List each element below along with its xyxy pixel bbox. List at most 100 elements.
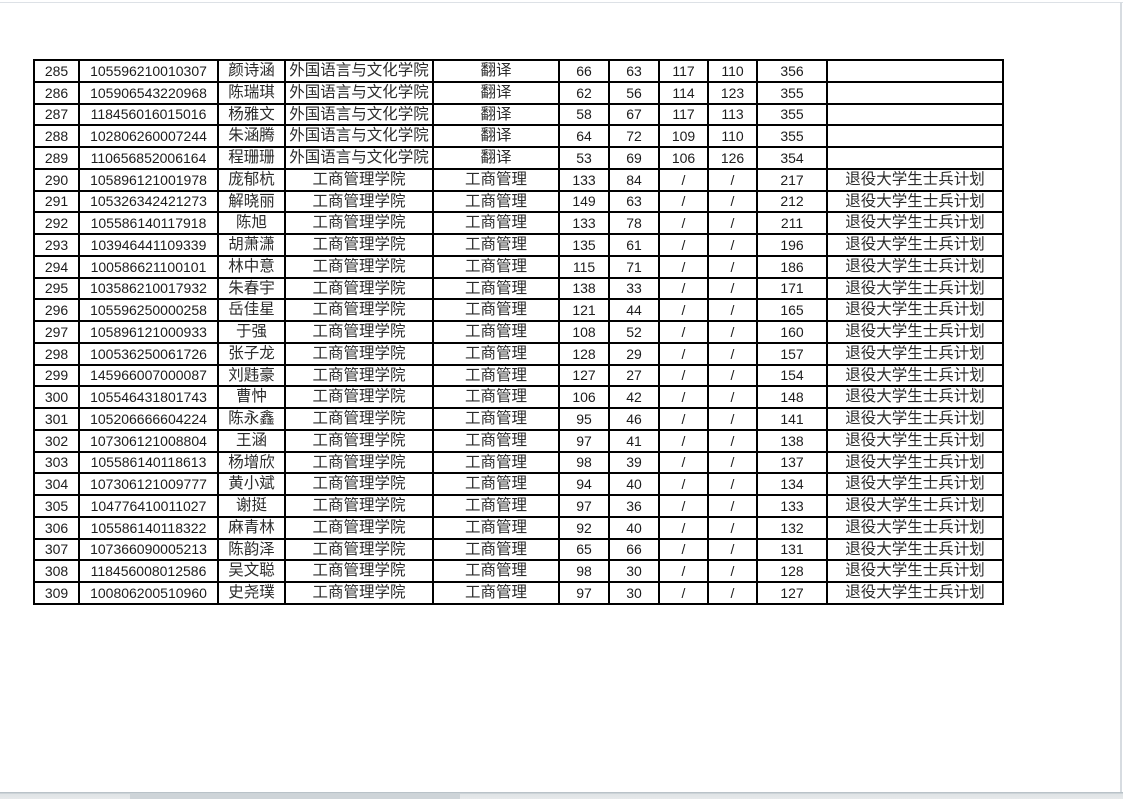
table-cell: 退役大学生士兵计划 xyxy=(826,363,1004,388)
table-cell: 105596210010307 xyxy=(78,59,219,83)
table-cell: 退役大学生士兵计划 xyxy=(826,189,1004,214)
table-cell: 299 xyxy=(33,363,80,388)
table-cell: 98 xyxy=(558,450,610,475)
table-cell: / xyxy=(707,189,758,214)
table-cell: / xyxy=(707,276,758,301)
table-row: 308 118456008012586 吴文聪 工商管理学院 工商管理 98 30//128… xyxy=(33,559,1004,583)
table-cell: 297 xyxy=(33,320,80,344)
table-cell: 110656852006164 xyxy=(78,146,219,170)
table-row: 307 107366090005213 陈韵泽 工商管理学院 工商管理 65 66//131… xyxy=(33,537,1004,562)
table-cell: 翻译 xyxy=(432,80,560,105)
table-cell: 133 xyxy=(558,211,610,235)
table-cell: 退役大学生士兵计划 xyxy=(826,581,1004,605)
table-cell: 105326342421273 xyxy=(78,189,219,214)
table-cell: / xyxy=(707,472,758,496)
table-cell: 303 xyxy=(33,450,80,475)
table-cell: 退役大学生士兵计划 xyxy=(826,559,1004,583)
table-cell: 103946441109339 xyxy=(78,233,219,257)
table-row: 309 100806200510960 史尧璞 工商管理学院 工商管理 97 30//127… xyxy=(33,581,1004,605)
table-cell: 102806260007244 xyxy=(78,124,219,148)
table-cell: 52 xyxy=(608,320,660,344)
table-cell: / xyxy=(707,254,758,279)
table-cell: 工商管理学院 xyxy=(284,537,434,562)
table-cell: / xyxy=(707,581,758,605)
table-cell: 翻译 xyxy=(432,102,560,127)
table-cell: / xyxy=(658,298,709,322)
table-cell: 211 xyxy=(756,211,828,235)
table-cell: 工商管理 xyxy=(432,211,560,235)
table-cell: 退役大学生士兵计划 xyxy=(826,341,1004,366)
table-cell: 309 xyxy=(33,581,80,605)
table-cell: 外国语言与文化学院 xyxy=(284,59,434,83)
table-cell: 工商管理学院 xyxy=(284,450,434,475)
table-cell: 123 xyxy=(707,80,758,105)
table-cell: 135 xyxy=(558,233,610,257)
scrollbar-thumb[interactable] xyxy=(130,794,460,799)
table-cell: 工商管理学院 xyxy=(284,581,434,605)
table-cell: 解晓丽 xyxy=(217,189,286,214)
table-row: 297 105896121000933 于强 工商管理学院 工商管理 108 52//160… xyxy=(33,320,1004,344)
table-row: 305 104776410011027 谢挺 工商管理学院 工商管理 97 36//133 退… xyxy=(33,494,1004,518)
table-cell: 外国语言与文化学院 xyxy=(284,124,434,148)
table-cell: / xyxy=(707,494,758,518)
table-cell: 工商管理学院 xyxy=(284,559,434,583)
table-row: 290 105896121001978 庞郁杭 工商管理学院 工商管理 133 84//21… xyxy=(33,167,1004,192)
table-cell: / xyxy=(658,363,709,388)
table-cell: 134 xyxy=(756,472,828,496)
table-cell: 105586140117918 xyxy=(78,211,219,235)
table-cell: 304 xyxy=(33,472,80,496)
table-cell: 105896121000933 xyxy=(78,320,219,344)
table-row: 293 103946441109339 胡萧潇 工商管理学院 工商管理 135 61//19… xyxy=(33,233,1004,257)
table-cell: 61 xyxy=(608,233,660,257)
table-cell: 72 xyxy=(608,124,660,148)
table-cell: 退役大学生士兵计划 xyxy=(826,494,1004,518)
table-cell: 工商管理 xyxy=(432,363,560,388)
table-cell: 退役大学生士兵计划 xyxy=(826,211,1004,235)
table-cell: 工商管理学院 xyxy=(284,407,434,431)
table-cell: 40 xyxy=(608,515,660,540)
table-cell: / xyxy=(707,211,758,235)
table-cell: 40 xyxy=(608,472,660,496)
table-cell: 141 xyxy=(756,407,828,431)
table-cell: 285 xyxy=(33,59,80,83)
table-cell: / xyxy=(707,298,758,322)
table-cell: 朱涵腾 xyxy=(217,124,286,148)
table-row: 301 105206666604224 陈永鑫 工商管理学院 工商管理 95 46//141… xyxy=(33,407,1004,431)
table-cell: / xyxy=(658,167,709,192)
table-cell: 王涵 xyxy=(217,428,286,453)
table-cell: 退役大学生士兵计划 xyxy=(826,254,1004,279)
horizontal-scrollbar[interactable] xyxy=(0,792,1123,799)
table-cell: 290 xyxy=(33,167,80,192)
table-cell: 305 xyxy=(33,494,80,518)
table-row: 306 105586140118322 麻青林 工商管理学院 工商管理 92 40//132… xyxy=(33,515,1004,540)
table-cell: 工商管理学院 xyxy=(284,189,434,214)
table-cell: 132 xyxy=(756,515,828,540)
table-cell xyxy=(826,124,1004,148)
table-cell: 退役大学生士兵计划 xyxy=(826,537,1004,562)
table-cell: / xyxy=(658,254,709,279)
table-row: 289 110656852006164 程珊珊 外国语言与文化学院 翻译 53 69 106 1… xyxy=(33,146,1004,170)
table-cell: 退役大学生士兵计划 xyxy=(826,428,1004,453)
page-right-edge xyxy=(1120,2,1122,792)
table-cell: 工商管理学院 xyxy=(284,385,434,409)
table-cell: 张子龙 xyxy=(217,341,286,366)
table-cell: 退役大学生士兵计划 xyxy=(826,450,1004,475)
table-cell: 301 xyxy=(33,407,80,431)
table-cell: 105586140118613 xyxy=(78,450,219,475)
table-cell: 工商管理 xyxy=(432,472,560,496)
table-cell: 杨增欣 xyxy=(217,450,286,475)
table-cell: 355 xyxy=(756,80,828,105)
table-cell: 胡萧潇 xyxy=(217,233,286,257)
table-cell: / xyxy=(658,581,709,605)
table-cell: 外国语言与文化学院 xyxy=(284,80,434,105)
admission-scores-table: 285 105596210010307 颜诗涵 外国语言与文化学院 翻译 66 63 117 1… xyxy=(33,59,1004,605)
table-cell: 354 xyxy=(756,146,828,170)
table-cell: 工商管理 xyxy=(432,254,560,279)
table-cell: 298 xyxy=(33,341,80,366)
table-cell: 106 xyxy=(658,146,709,170)
table-cell: 63 xyxy=(608,59,660,83)
table-cell: 退役大学生士兵计划 xyxy=(826,385,1004,409)
table-row: 292 105586140117918 陈旭 工商管理学院 工商管理 133 78//211… xyxy=(33,211,1004,235)
table-body: 285 105596210010307 颜诗涵 外国语言与文化学院 翻译 66 63 117 1… xyxy=(33,59,1004,605)
table-cell: 程珊珊 xyxy=(217,146,286,170)
